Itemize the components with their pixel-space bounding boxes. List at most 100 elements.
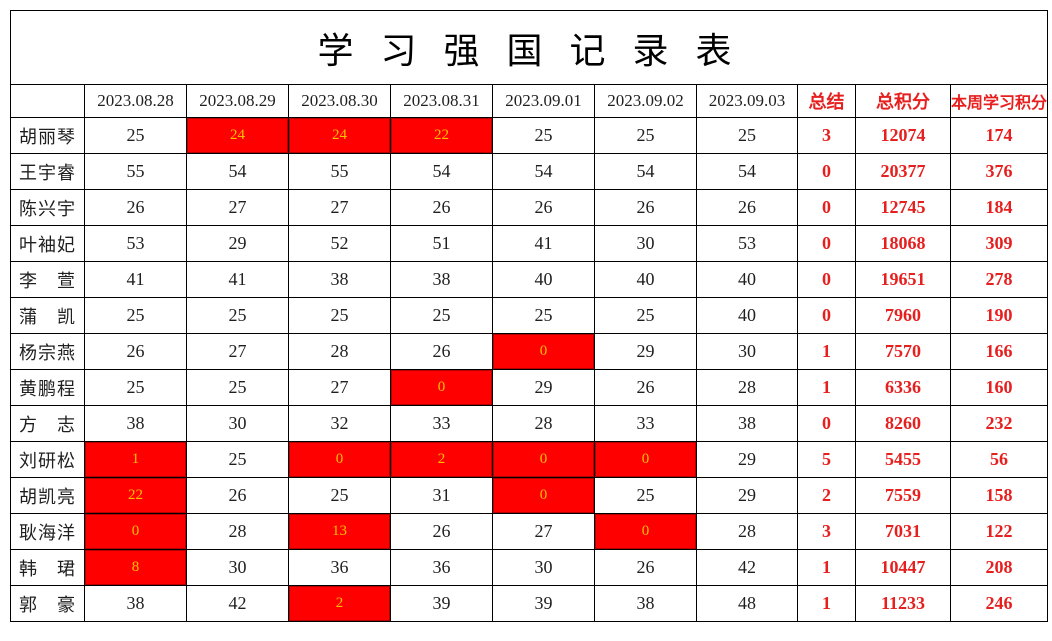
score-cell: 33 [594,405,697,442]
name-cell: 李 萱 [10,261,85,298]
score-cell: 28 [696,513,798,550]
score-cell: 54 [390,153,493,190]
name-cell: 陈兴宇 [10,189,85,226]
week-cell: 246 [950,585,1048,622]
score-cell: 28 [696,369,798,406]
score-cell: 51 [390,225,493,262]
score-cell: 55 [84,153,187,190]
score-cell: 25 [288,297,391,334]
week-cell: 160 [950,369,1048,406]
score-cell: 25 [186,369,289,406]
score-cell: 25 [594,117,697,154]
total-cell: 7570 [855,333,951,370]
score-cell: 31 [390,477,493,514]
score-cell: 36 [288,549,391,586]
score-cell: 53 [696,225,798,262]
date-header: 2023.08.30 [288,84,391,118]
score-cell: 40 [696,297,798,334]
summary-header: 本周学习积分 [950,84,1048,118]
name-cell: 叶袖妃 [10,225,85,262]
name-cell: 韩 珺 [10,549,85,586]
score-cell: 25 [696,117,798,154]
name-cell: 胡凯亮 [10,477,85,514]
table-body: 胡丽琴 25 24 24 22 25 25 25 3 12074 174 王宇睿 55 54 55 54 54 5… [10,117,1048,622]
score-cell: 30 [492,549,595,586]
score-cell: 26 [696,189,798,226]
score-cell: 0 [492,477,595,514]
score-cell: 26 [186,477,289,514]
score-cell: 29 [186,225,289,262]
date-header: 2023.08.31 [390,84,493,118]
table-row: 叶袖妃 53 29 52 51 41 30 53 0 18068 309 [10,225,1048,262]
week-cell: 309 [950,225,1048,262]
name-cell: 杨宗燕 [10,333,85,370]
score-cell: 33 [390,405,493,442]
summary-header: 总结 [797,84,856,118]
total-cell: 12745 [855,189,951,226]
summary-cell: 3 [797,117,856,154]
date-header: 2023.08.28 [84,84,187,118]
summary-cell: 1 [797,369,856,406]
score-cell: 32 [288,405,391,442]
total-cell: 19651 [855,261,951,298]
total-cell: 10447 [855,549,951,586]
score-cell: 26 [594,189,697,226]
week-cell: 376 [950,153,1048,190]
score-cell: 38 [594,585,697,622]
name-cell: 刘研松 [10,441,85,478]
total-cell: 7031 [855,513,951,550]
name-cell: 耿海洋 [10,513,85,550]
score-cell: 26 [84,189,187,226]
corner-cell [10,84,85,118]
score-cell: 26 [390,333,493,370]
score-cell: 26 [390,513,493,550]
score-cell: 30 [186,549,289,586]
score-cell: 38 [390,261,493,298]
score-cell: 25 [390,297,493,334]
score-cell: 22 [390,117,493,154]
score-cell: 48 [696,585,798,622]
table-row: 陈兴宇 26 27 27 26 26 26 26 0 12745 184 [10,189,1048,226]
score-cell: 30 [696,333,798,370]
score-cell: 8 [84,549,187,586]
score-cell: 22 [84,477,187,514]
score-cell: 25 [84,117,187,154]
score-cell: 2 [288,585,391,622]
total-cell: 18068 [855,225,951,262]
summary-cell: 0 [797,261,856,298]
score-cell: 26 [594,549,697,586]
score-cell: 29 [696,441,798,478]
score-cell: 27 [288,189,391,226]
score-cell: 0 [84,513,187,550]
score-cell: 40 [594,261,697,298]
score-cell: 0 [492,333,595,370]
score-cell: 38 [288,261,391,298]
summary-cell: 0 [797,405,856,442]
score-cell: 27 [186,333,289,370]
summary-cell: 0 [797,297,856,334]
score-cell: 39 [390,585,493,622]
score-cell: 54 [594,153,697,190]
table-row: 黄鹏程 25 25 27 0 29 26 28 1 6336 160 [10,369,1048,406]
week-cell: 208 [950,549,1048,586]
score-cell: 2 [390,441,493,478]
summary-cell: 0 [797,153,856,190]
score-cell: 30 [186,405,289,442]
summary-cell: 1 [797,585,856,622]
date-header: 2023.09.02 [594,84,697,118]
total-cell: 5455 [855,441,951,478]
score-cell: 38 [84,405,187,442]
score-cell: 36 [390,549,493,586]
summary-cell: 5 [797,441,856,478]
score-cell: 27 [288,369,391,406]
total-cell: 7960 [855,297,951,334]
table-row: 韩 珺 8 30 36 36 30 26 42 1 10447 208 [10,549,1048,586]
score-cell: 26 [390,189,493,226]
score-cell: 13 [288,513,391,550]
score-cell: 25 [186,441,289,478]
table-row: 耿海洋 0 28 13 26 27 0 28 3 7031 122 [10,513,1048,550]
score-cell: 27 [186,189,289,226]
name-cell: 胡丽琴 [10,117,85,154]
summary-cell: 2 [797,477,856,514]
